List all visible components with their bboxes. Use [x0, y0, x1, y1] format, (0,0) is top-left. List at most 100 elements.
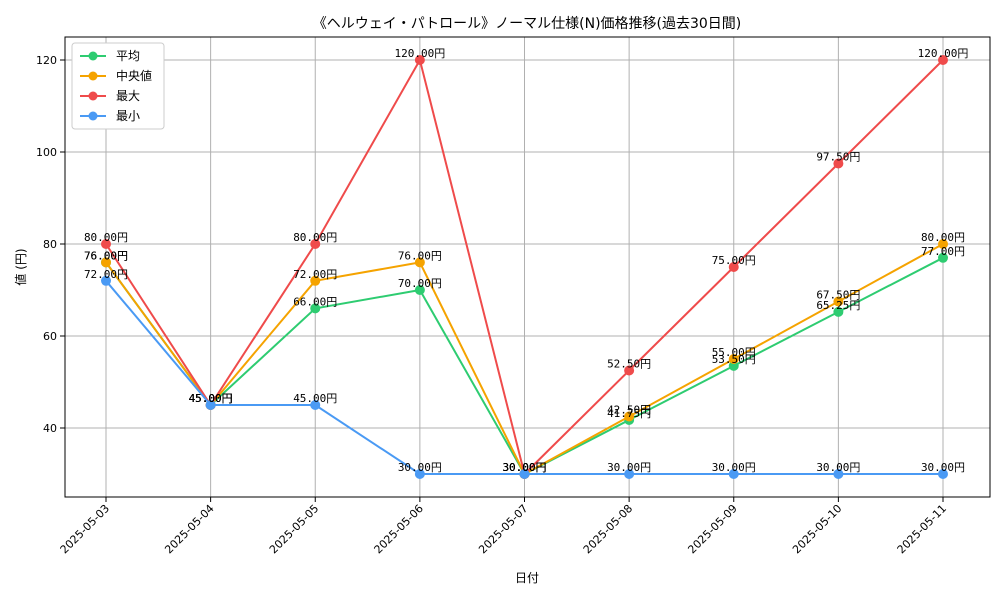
chart-title: 《ヘルウェイ・パトロール》ノーマル仕様(N)価格推移(過去30日間) — [313, 16, 742, 32]
x-tick-label: 2025-05-06 — [372, 502, 426, 556]
data-point — [728, 262, 739, 272]
data-label: 76.00円 — [84, 249, 128, 262]
data-label: 55.00円 — [712, 346, 756, 359]
x-tick-label: 2025-05-11 — [895, 502, 949, 556]
data-label: 80.00円 — [921, 231, 965, 244]
data-point — [728, 469, 739, 479]
x-tick-label: 2025-05-09 — [685, 502, 739, 556]
data-point — [938, 55, 948, 65]
data-label: 52.50円 — [607, 358, 651, 371]
data-label: 45.00円 — [189, 392, 233, 405]
legend-swatch-marker — [88, 71, 98, 81]
data-label: 30.00円 — [502, 461, 546, 474]
x-tick-label: 2025-05-07 — [476, 502, 530, 556]
data-label: 80.00円 — [84, 231, 128, 244]
data-point — [833, 158, 844, 169]
data-point — [310, 400, 321, 410]
data-point — [101, 275, 111, 286]
y-tick-label: 120 — [36, 54, 57, 67]
x-tick-label: 2025-05-08 — [581, 502, 635, 556]
legend-label: 平均 — [116, 49, 140, 63]
data-label: 30.00円 — [607, 461, 651, 474]
data-labels: 76.00円 45.00円 66.00円 70.00円 30.00円 41.75円 53.5… — [84, 47, 968, 474]
plot-frame — [64, 36, 991, 498]
data-label: 77.00円 — [921, 245, 965, 258]
data-label: 30.00円 — [502, 461, 546, 474]
data-label: 76.00円 — [398, 249, 442, 262]
data-point — [938, 469, 948, 479]
y-tick-label: 60 — [43, 330, 57, 343]
data-label: 30.00円 — [502, 461, 546, 474]
data-point — [728, 354, 739, 364]
x-tick-label: 2025-05-03 — [58, 502, 112, 556]
data-label: 65.25円 — [816, 299, 860, 312]
x-tick-label: 2025-05-10 — [790, 502, 844, 556]
legend-frame — [71, 42, 165, 130]
data-label: 45.00円 — [189, 392, 233, 405]
legend-item-1: 中央値 — [80, 68, 152, 83]
data-label: 75.00円 — [712, 254, 756, 267]
series-group — [101, 55, 948, 479]
data-label: 30.00円 — [502, 461, 546, 474]
data-label: 80.00円 — [293, 231, 337, 244]
data-label: 72.00円 — [84, 268, 128, 281]
x-tick-label: 2025-05-05 — [267, 502, 321, 556]
data-point — [310, 275, 321, 286]
legend-item-3: 最小 — [80, 109, 140, 123]
data-point — [833, 306, 844, 317]
data-label: 72.00円 — [293, 268, 337, 281]
data-point — [833, 469, 844, 479]
grid — [65, 37, 990, 497]
axis-ticks: 2025-05-03 2025-05-04 2025-05-05 2025-05-06… — [36, 54, 949, 556]
data-point — [414, 257, 425, 268]
data-label: 30.00円 — [398, 461, 442, 474]
data-label: 53.50円 — [712, 353, 756, 366]
data-point — [519, 469, 530, 479]
data-point — [833, 296, 844, 307]
data-point — [310, 239, 321, 249]
data-point — [728, 360, 739, 371]
data-label: 30.00円 — [816, 461, 860, 474]
legend-label: 最小 — [116, 109, 140, 123]
data-point — [414, 469, 425, 479]
data-label: 41.75円 — [607, 407, 651, 420]
data-point — [938, 252, 948, 263]
legend-label: 最大 — [116, 89, 140, 103]
data-point — [101, 239, 111, 249]
data-label: 42.50円 — [607, 404, 651, 417]
y-axis-label: 値 (円) — [13, 248, 28, 285]
data-point — [938, 239, 948, 249]
data-label: 67.50円 — [816, 289, 860, 302]
y-tick-label: 40 — [43, 422, 57, 435]
data-label: 76.00円 — [84, 249, 128, 262]
data-point — [310, 303, 321, 314]
legend-swatch-marker — [88, 111, 98, 121]
data-label: 66.00円 — [293, 295, 337, 308]
data-label: 45.00円 — [189, 392, 233, 405]
data-label: 30.00円 — [712, 461, 756, 474]
y-tick-label: 80 — [43, 238, 57, 251]
data-point — [205, 400, 216, 410]
data-point — [414, 55, 425, 65]
data-point — [624, 365, 635, 376]
data-point — [414, 285, 425, 295]
data-label: 45.00円 — [189, 392, 233, 405]
data-label: 70.00円 — [398, 277, 442, 290]
x-tick-label: 2025-05-04 — [162, 502, 216, 556]
data-label: 120.00円 — [918, 47, 969, 60]
x-axis-label: 日付 — [515, 571, 539, 585]
data-point — [624, 469, 635, 479]
legend-item-2: 最大 — [80, 89, 140, 103]
data-label: 30.00円 — [921, 461, 965, 474]
data-point — [101, 257, 111, 268]
legend-label: 中央値 — [116, 68, 152, 83]
y-tick-label: 100 — [36, 146, 57, 159]
legend-swatch-marker — [88, 51, 98, 61]
data-point — [624, 411, 635, 422]
data-label: 97.50円 — [816, 151, 860, 164]
data-label: 45.00円 — [293, 392, 337, 405]
series-3 — [101, 275, 948, 479]
